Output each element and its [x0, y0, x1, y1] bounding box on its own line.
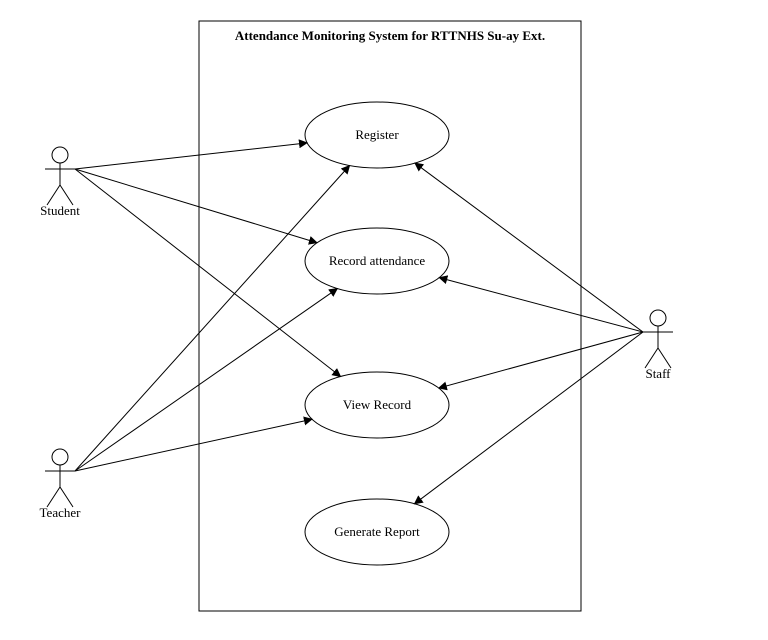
- edge-teacher-view: [75, 419, 312, 471]
- edge-staff-report: [414, 332, 643, 504]
- usecase-register: Register: [305, 102, 449, 168]
- actor-staff: Staff: [643, 310, 673, 381]
- edge-student-record: [75, 169, 317, 243]
- edge-student-view: [75, 169, 341, 377]
- usecase-label-view: View Record: [343, 397, 412, 412]
- edge-teacher-record: [75, 289, 337, 471]
- diagram-title: Attendance Monitoring System for RTTNHS …: [235, 28, 545, 43]
- actor-student: Student: [40, 147, 80, 218]
- actor-label-teacher: Teacher: [40, 505, 82, 520]
- edge-staff-record: [439, 278, 643, 332]
- actor-label-student: Student: [40, 203, 80, 218]
- actor-teacher: Teacher: [40, 449, 82, 520]
- actor-label-staff: Staff: [645, 366, 671, 381]
- system-boundary: [199, 21, 581, 611]
- usecase-report: Generate Report: [305, 499, 449, 565]
- edge-staff-register: [415, 163, 643, 332]
- usecase-view: View Record: [305, 372, 449, 438]
- usecase-label-report: Generate Report: [334, 524, 420, 539]
- usecase-diagram: Attendance Monitoring System for RTTNHS …: [0, 0, 768, 640]
- edge-staff-view: [439, 332, 643, 388]
- usecase-label-record: Record attendance: [329, 253, 426, 268]
- usecase-label-register: Register: [355, 127, 399, 142]
- usecase-record: Record attendance: [305, 228, 449, 294]
- edge-student-register: [75, 143, 307, 169]
